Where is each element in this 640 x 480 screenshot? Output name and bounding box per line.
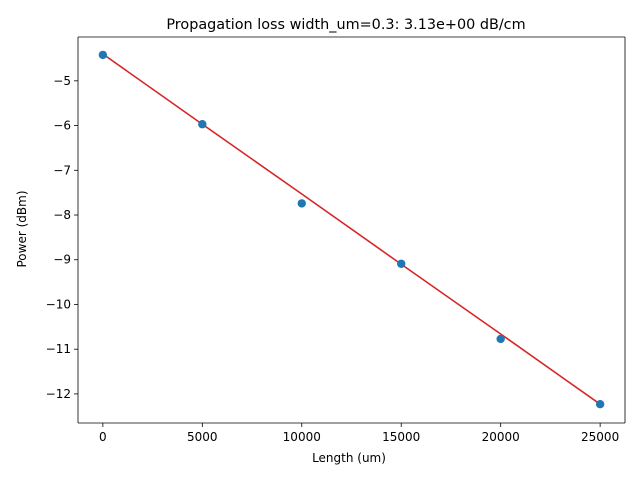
x-axis: 0 5000 10000 15000 20000 25000 <box>99 423 619 444</box>
scatter-points-layer <box>98 50 605 409</box>
plot-area <box>77 36 626 424</box>
data-point <box>496 334 505 344</box>
x-axis-label: Length (um) <box>312 451 386 465</box>
y-tick-label: −10 <box>46 297 71 311</box>
y-tick-label: −7 <box>53 163 71 177</box>
fit-line-layer <box>102 53 601 405</box>
y-axis-label: Power (dBm) <box>15 191 29 268</box>
y-tick-label: −9 <box>53 253 71 267</box>
x-tick-label: 0 <box>99 430 107 444</box>
y-tick-label: −11 <box>46 342 71 356</box>
y-tick-label: −8 <box>53 208 71 222</box>
data-point <box>98 50 108 60</box>
axes-frame <box>77 36 626 424</box>
chart-title: Propagation loss width_um=0.3: 3.13e+00 … <box>166 17 525 33</box>
x-tick-label: 5000 <box>187 430 218 444</box>
data-point <box>297 199 306 208</box>
y-axis: −5 −6 −7 −8 −9 −10 −11 −12 <box>46 74 78 401</box>
x-tick-label: 20000 <box>482 430 520 444</box>
x-tick-label: 15000 <box>382 430 420 444</box>
data-point <box>595 400 605 409</box>
x-tick-label: 10000 <box>283 430 321 444</box>
fit-line <box>102 53 601 405</box>
x-tick-label: 25000 <box>581 430 619 444</box>
y-tick-label: −12 <box>46 387 71 401</box>
y-tick-label: −5 <box>53 74 71 88</box>
y-tick-label: −6 <box>53 119 71 133</box>
data-point <box>397 259 406 268</box>
data-point <box>198 120 207 129</box>
